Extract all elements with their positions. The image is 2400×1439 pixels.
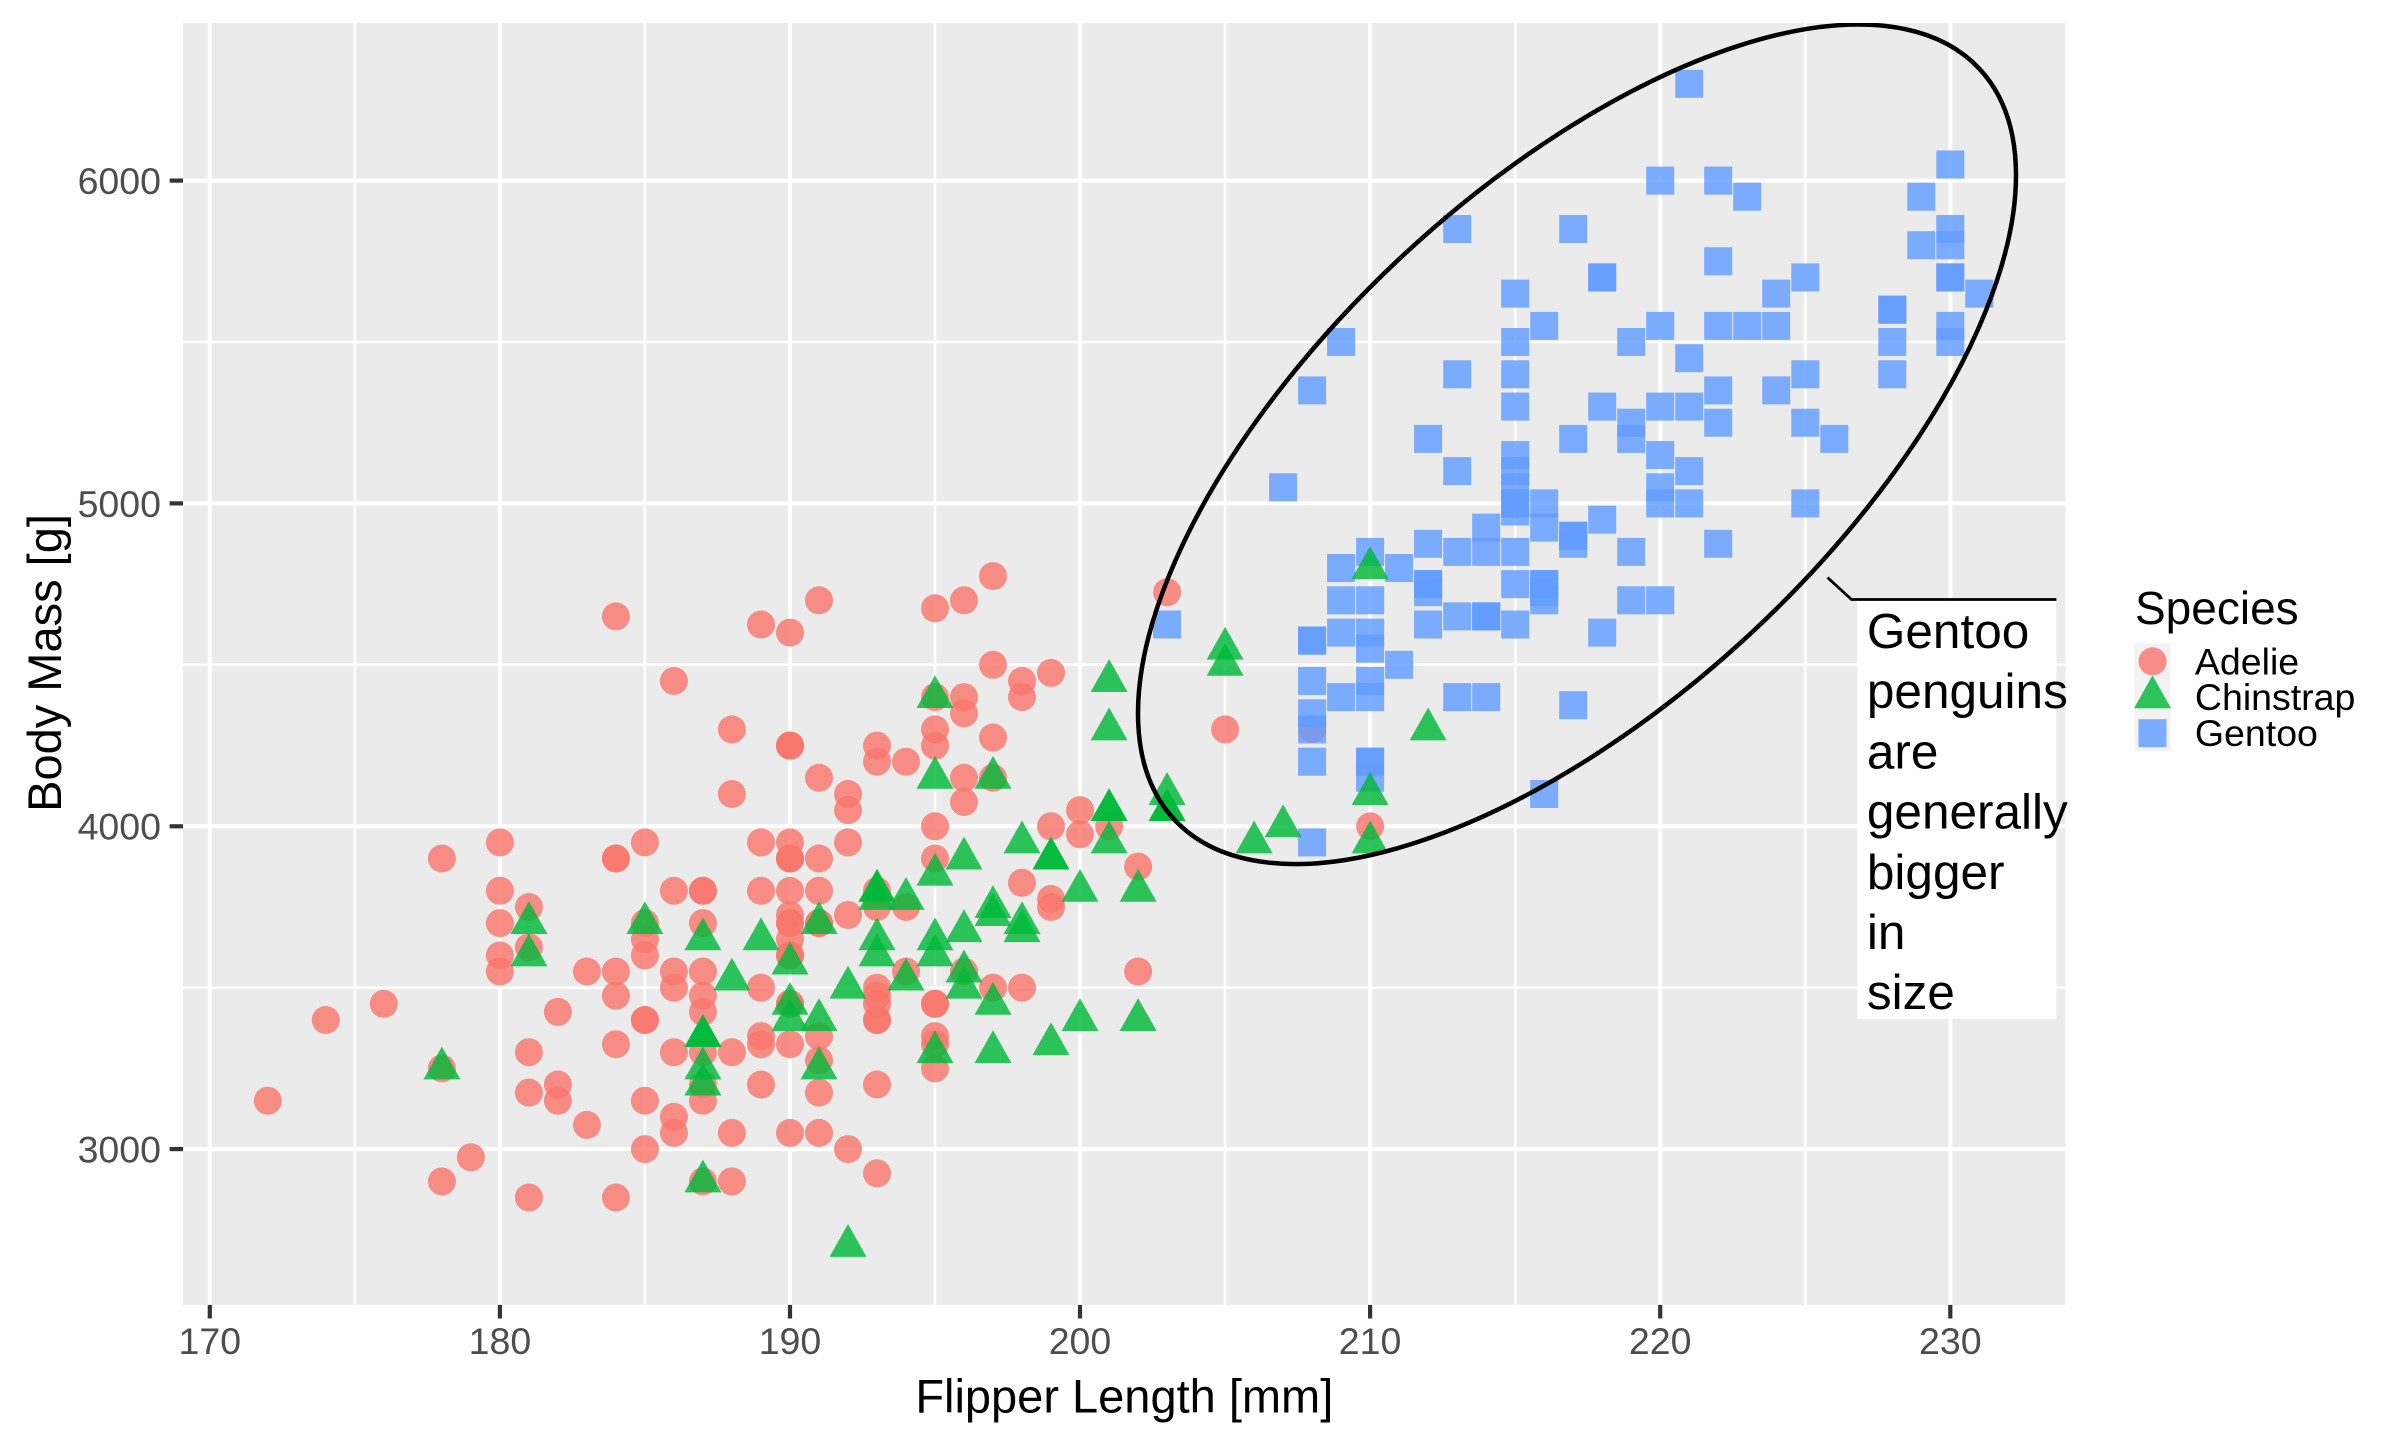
svg-text:Gentoo: Gentoo [1867, 604, 2029, 659]
svg-text:170: 170 [179, 1320, 242, 1362]
svg-text:Body Mass [g]: Body Mass [g] [18, 514, 71, 812]
svg-text:210: 210 [1339, 1320, 1402, 1362]
svg-text:Chinstrap: Chinstrap [2195, 676, 2356, 718]
svg-text:180: 180 [469, 1320, 532, 1362]
svg-text:200: 200 [1049, 1320, 1112, 1362]
svg-text:230: 230 [1919, 1320, 1982, 1362]
svg-text:5000: 5000 [78, 483, 161, 525]
svg-text:3000: 3000 [78, 1129, 161, 1171]
svg-text:190: 190 [759, 1320, 822, 1362]
svg-text:Adelie: Adelie [2195, 640, 2299, 682]
svg-text:6000: 6000 [78, 160, 161, 202]
svg-text:Species: Species [2135, 582, 2299, 634]
svg-text:4000: 4000 [78, 806, 161, 848]
svg-text:penguins: penguins [1867, 664, 2068, 719]
svg-text:bigger: bigger [1867, 845, 2005, 900]
svg-text:220: 220 [1629, 1320, 1692, 1362]
svg-text:size: size [1867, 965, 1955, 1020]
svg-text:are: are [1867, 724, 1939, 779]
svg-text:Flipper Length [mm]: Flipper Length [mm] [915, 1370, 1333, 1423]
svg-text:generally: generally [1867, 785, 2068, 840]
svg-text:Gentoo: Gentoo [2195, 712, 2318, 754]
svg-text:in: in [1867, 905, 1906, 960]
